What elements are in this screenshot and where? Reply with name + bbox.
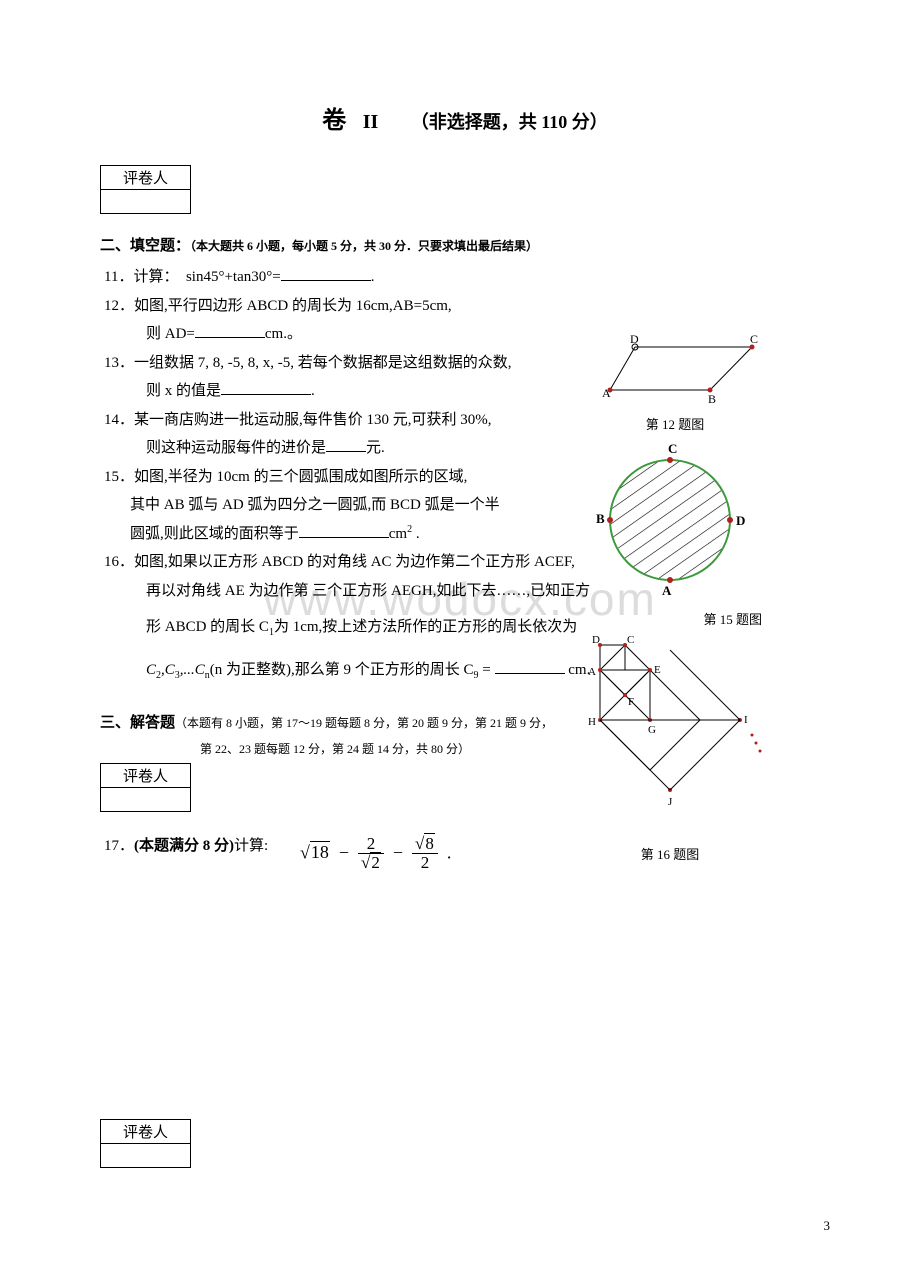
q17-bold: (本题满分 8 分) bbox=[134, 838, 234, 854]
page-content: 卷 II （非选择题，共 110 分） 评卷人 A B D C 第 12 题图 bbox=[100, 100, 830, 1168]
q14-tail: 元. bbox=[366, 440, 385, 456]
grader-label-3: 评卷人 bbox=[101, 1119, 191, 1143]
svg-text:G: G bbox=[648, 724, 656, 736]
q15-unit: cm bbox=[389, 526, 407, 542]
q16c: 形 ABCD 的周长 C1为 1cm,按上述方法所作的正方形的周长依次为 bbox=[146, 613, 830, 642]
q14-num: 14． bbox=[104, 412, 134, 428]
q12: 12．如图,平行四边形 ABCD 的周长为 16cm,AB=5cm, bbox=[104, 292, 830, 321]
q16-line3a: 形 ABCD 的周长 C bbox=[146, 619, 269, 635]
q17-text: 计算: bbox=[234, 838, 268, 854]
q12-num: 12． bbox=[104, 298, 134, 314]
title-roman: II bbox=[363, 111, 379, 133]
q14-blank bbox=[326, 437, 366, 452]
grader-box-3: 评卷人 bbox=[100, 1119, 191, 1168]
q16-blank bbox=[495, 659, 565, 674]
q13-tail: . bbox=[311, 383, 315, 399]
q16-line2: 再以对角线 AE 为边作第 三个正方形 AEGH,如此下去……,已知正方 bbox=[146, 583, 590, 599]
q16-eq: = bbox=[479, 662, 495, 678]
q16-c2: C bbox=[146, 662, 156, 678]
grader-box: 评卷人 bbox=[100, 165, 191, 214]
q16-cn: ,...C bbox=[180, 662, 205, 678]
q14-line2: 则这种运动服每件的进价是 bbox=[146, 440, 326, 456]
q11-tail: . bbox=[371, 269, 375, 285]
q16d: C2,C3,...Cn(n 为正整数),那么第 9 个正方形的周长 C9 = c… bbox=[146, 656, 830, 685]
q15: 15．如图,半径为 10cm 的三个圆弧围成如图所示的区域, bbox=[104, 463, 830, 492]
q17-num: 17． bbox=[104, 838, 134, 854]
section2-head: 二、填空题：（本大题共 6 小题，每小题 5 分，共 30 分．只要求填出最后结… bbox=[100, 234, 830, 255]
q17: 17．(本题满分 8 分)计算: bbox=[104, 832, 830, 861]
page-number: 3 bbox=[824, 1218, 831, 1234]
q16-line1: 如图,如果以正方形 ABCD 的对角线 AC 为边作第二个正方形 ACEF, bbox=[134, 554, 575, 570]
svg-text:I: I bbox=[744, 714, 748, 726]
title-juan: 卷 bbox=[322, 108, 346, 134]
q14b: 则这种运动服每件的进价是 元. bbox=[146, 434, 830, 463]
figure-q16: D C A E F H G I J 第 16 题图 bbox=[570, 605, 770, 863]
q13-blank bbox=[221, 380, 311, 395]
title-sub: （非选择题，共 110 分） bbox=[411, 112, 608, 132]
q15-line2: 其中 AB 弧与 AD 弧为四分之一圆弧,而 BCD 弧是一个半 bbox=[130, 497, 500, 513]
q12-blank bbox=[195, 323, 265, 338]
q14-text: 某一商店购进一批运动服,每件售价 130 元,可获利 30%, bbox=[134, 412, 492, 428]
q12-unit: cm.。 bbox=[265, 326, 302, 342]
section2-label: 二、填空题： bbox=[100, 238, 190, 254]
q16-line4d: (n 为正整数),那么第 9 个正方形的周长 C bbox=[210, 662, 474, 678]
section2-note: （本大题共 6 小题，每小题 5 分，共 30 分．只要求填出最后结果） bbox=[190, 239, 538, 253]
q15-line3: 圆弧,则此区域的面积等于 bbox=[130, 526, 299, 542]
q13b: 则 x 的值是. bbox=[146, 377, 830, 406]
q11: 11．计算： sin45°+tan30°=. bbox=[104, 263, 830, 292]
q15b: 其中 AB 弧与 AD 弧为四分之一圆弧,而 BCD 弧是一个半 bbox=[130, 491, 830, 520]
q16b: 再以对角线 AE 为边作第 三个正方形 AEGH,如此下去……,已知正方 bbox=[146, 577, 830, 606]
svg-text:J: J bbox=[668, 796, 673, 808]
q13-text: 一组数据 7, 8, -5, 8, x, -5, 若每个数据都是这组数据的众数, bbox=[134, 355, 512, 371]
q15-text: 如图,半径为 10cm 的三个圆弧围成如图所示的区域, bbox=[134, 469, 467, 485]
q15c: 圆弧,则此区域的面积等于cm2 . bbox=[130, 520, 830, 549]
grader-empty-3 bbox=[101, 1143, 191, 1167]
q12-line2: 则 AD= bbox=[146, 326, 195, 342]
section-title: 卷 II （非选择题，共 110 分） bbox=[100, 100, 830, 135]
q16-num: 16． bbox=[104, 554, 134, 570]
grader-box-2: 评卷人 bbox=[100, 763, 191, 812]
grader-label: 评卷人 bbox=[101, 166, 191, 190]
svg-text:F: F bbox=[628, 696, 634, 708]
q13: 13．一组数据 7, 8, -5, 8, x, -5, 若每个数据都是这组数据的… bbox=[104, 349, 830, 378]
q14: 14．某一商店购进一批运动服,每件售价 130 元,可获利 30%, bbox=[104, 406, 830, 435]
q15-num: 15． bbox=[104, 469, 134, 485]
q12-text: 如图,平行四边形 ABCD 的周长为 16cm,AB=5cm, bbox=[134, 298, 452, 314]
q16-tail: cm. bbox=[565, 662, 591, 678]
svg-text:H: H bbox=[588, 716, 596, 728]
grader-label-2: 评卷人 bbox=[101, 764, 191, 788]
section3-label: 三、解答题 bbox=[100, 715, 175, 731]
section3-note1: （本题有 8 小题，第 17～19 题每题 8 分，第 20 题 9 分，第 2… bbox=[175, 716, 553, 730]
q16-c3: ,C bbox=[161, 662, 175, 678]
q16-line3b: 为 1cm,按上述方法所作的正方形的周长依次为 bbox=[274, 619, 577, 635]
q15-blank bbox=[299, 523, 389, 538]
grader-empty bbox=[101, 190, 191, 214]
grader-empty-2 bbox=[101, 788, 191, 812]
q16: 16．如图,如果以正方形 ABCD 的对角线 AC 为边作第二个正方形 ACEF… bbox=[104, 548, 830, 577]
q11-blank bbox=[281, 266, 371, 281]
q13-num: 13． bbox=[104, 355, 134, 371]
q12b: 则 AD= cm.。 bbox=[146, 320, 830, 349]
q13-line2: 则 x 的值是 bbox=[146, 383, 221, 399]
q15-tail: . bbox=[412, 526, 420, 542]
q11-text: 计算： sin45°+tan30°= bbox=[133, 269, 280, 285]
q11-num: 11． bbox=[104, 269, 133, 285]
